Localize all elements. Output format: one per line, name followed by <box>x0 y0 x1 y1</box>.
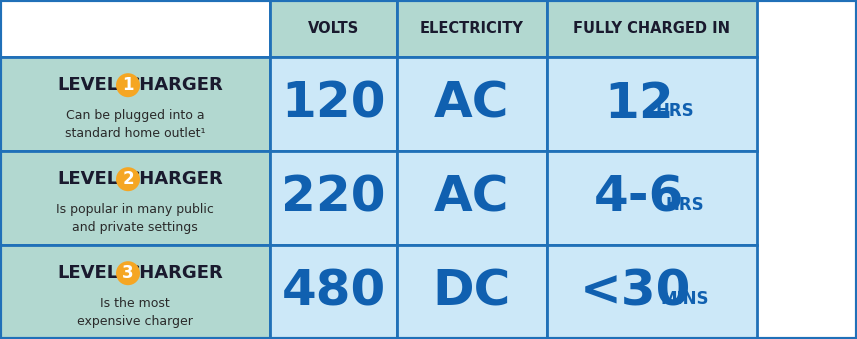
Text: ELECTRICITY: ELECTRICITY <box>420 21 524 36</box>
Text: AC: AC <box>434 80 510 128</box>
Text: FULLY CHARGED IN: FULLY CHARGED IN <box>573 21 730 36</box>
Text: DC: DC <box>433 268 511 316</box>
Text: 4-6: 4-6 <box>594 174 685 222</box>
Text: Can be plugged into a
standard home outlet¹: Can be plugged into a standard home outl… <box>65 109 205 140</box>
Text: CHARGER: CHARGER <box>127 76 224 94</box>
Text: 3: 3 <box>123 264 134 282</box>
Text: 1: 1 <box>123 76 134 94</box>
Bar <box>547 57 757 151</box>
Text: HRS: HRS <box>666 196 704 214</box>
Circle shape <box>116 73 140 97</box>
Text: 120: 120 <box>281 80 386 128</box>
Bar <box>0 57 270 151</box>
Text: LEVEL: LEVEL <box>57 264 118 282</box>
Bar <box>547 151 757 245</box>
Bar <box>547 245 757 339</box>
Bar <box>0 0 270 57</box>
Text: 2: 2 <box>123 170 134 188</box>
Bar <box>0 245 270 339</box>
Text: LEVEL: LEVEL <box>57 170 118 188</box>
Bar <box>270 151 397 245</box>
Bar <box>0 151 270 245</box>
Bar <box>397 245 547 339</box>
Text: HRS: HRS <box>655 102 693 120</box>
Text: Is the most
expensive charger: Is the most expensive charger <box>77 297 193 328</box>
Bar <box>270 57 397 151</box>
Bar <box>270 0 397 57</box>
Text: LEVEL: LEVEL <box>57 76 118 94</box>
Bar <box>397 151 547 245</box>
Text: CHARGER: CHARGER <box>127 170 224 188</box>
Text: 480: 480 <box>281 268 386 316</box>
Text: Is popular in many public
and private settings: Is popular in many public and private se… <box>56 203 214 234</box>
Text: VOLTS: VOLTS <box>308 21 359 36</box>
Text: AC: AC <box>434 174 510 222</box>
Bar <box>270 245 397 339</box>
Circle shape <box>116 261 140 285</box>
Bar <box>397 57 547 151</box>
Text: CHARGER: CHARGER <box>127 264 224 282</box>
Text: <30: <30 <box>580 268 692 316</box>
Bar <box>547 0 757 57</box>
Text: 220: 220 <box>281 174 386 222</box>
Text: MINS: MINS <box>661 290 709 308</box>
Text: 12: 12 <box>604 80 674 128</box>
Circle shape <box>116 167 140 191</box>
Bar <box>397 0 547 57</box>
